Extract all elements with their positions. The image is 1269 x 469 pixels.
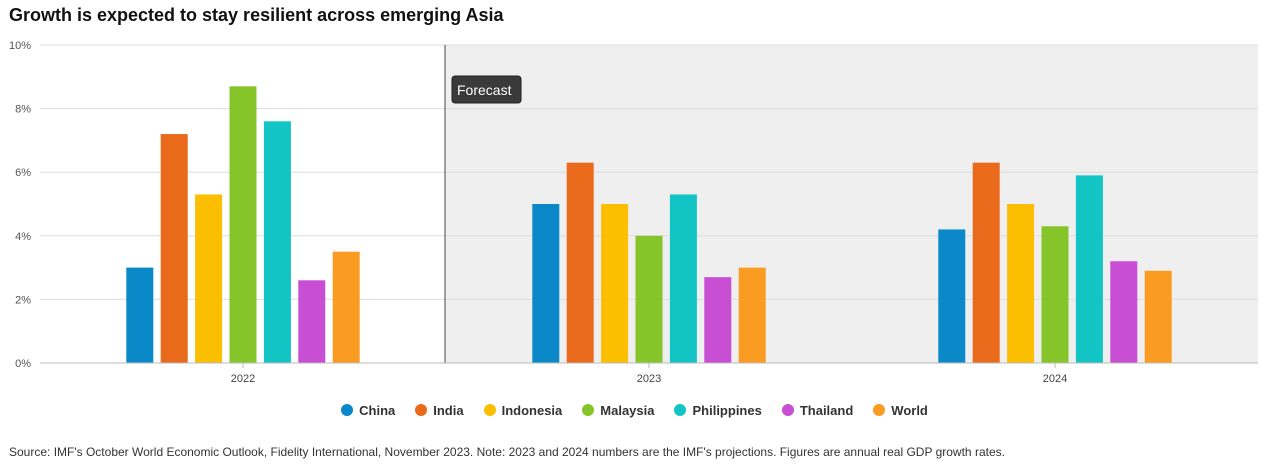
- bar-malaysia-2024[interactable]: [1041, 226, 1069, 363]
- chart-title: Growth is expected to stay resilient acr…: [9, 5, 504, 25]
- legend-item-india[interactable]: India: [415, 403, 464, 418]
- legend-label: Malaysia: [600, 403, 655, 418]
- bar-malaysia-2022[interactable]: [229, 86, 257, 363]
- y-tick-label: 4%: [15, 231, 31, 243]
- legend-swatch: [415, 404, 428, 416]
- legend-swatch: [483, 404, 496, 416]
- x-tick-label: 2024: [1043, 373, 1067, 385]
- legend-label: India: [433, 403, 464, 418]
- x-axis: 2022 2023 2024: [231, 363, 1067, 385]
- legend-item-thailand[interactable]: Thailand: [781, 403, 854, 418]
- y-tick-label: 0%: [15, 358, 31, 370]
- bar-china-2023[interactable]: [532, 204, 560, 363]
- legend-swatch: [781, 404, 794, 416]
- bar-india-2024[interactable]: [972, 162, 1000, 363]
- y-tick-label: 2%: [15, 294, 31, 306]
- bar-thailand-2022[interactable]: [298, 280, 326, 363]
- bar-indonesia-2022[interactable]: [195, 194, 223, 363]
- legend-swatch: [582, 404, 595, 416]
- bar-philippines-2024[interactable]: [1075, 175, 1103, 363]
- legend-item-china[interactable]: China: [341, 403, 395, 418]
- x-tick-label: 2022: [231, 373, 255, 385]
- bar-indonesia-2024[interactable]: [1007, 204, 1035, 363]
- forecast-badge: Forecast: [451, 75, 522, 104]
- legend-label: China: [359, 403, 396, 418]
- forecast-label: Forecast: [457, 82, 512, 98]
- bar-china-2022[interactable]: [126, 267, 154, 363]
- legend-label: Philippines: [692, 403, 762, 418]
- legend-item-philippines[interactable]: Philippines: [674, 403, 762, 418]
- legend-label: Thailand: [799, 403, 854, 418]
- legend-swatch: [341, 404, 354, 416]
- bar-world-2024[interactable]: [1144, 270, 1172, 363]
- bar-world-2022[interactable]: [332, 251, 360, 363]
- bar-philippines-2022[interactable]: [263, 121, 291, 363]
- bar-india-2023[interactable]: [566, 162, 594, 363]
- bar-philippines-2023[interactable]: [669, 194, 697, 363]
- bar-chart: Forecast 0% 2% 4% 6% 8% 10% 2022 2023 2024: [9, 40, 1258, 385]
- y-tick-label: 10%: [9, 40, 31, 52]
- x-tick-label: 2023: [637, 373, 661, 385]
- legend: China India Indonesia Malaysia Philippines Th…: [0, 403, 1269, 418]
- bars: [126, 86, 1172, 363]
- legend-swatch: [873, 404, 886, 416]
- bar-malaysia-2023[interactable]: [635, 235, 663, 363]
- legend-item-malaysia[interactable]: Malaysia: [582, 403, 654, 418]
- legend-label: Indonesia: [501, 403, 563, 418]
- y-axis: 0% 2% 4% 6% 8% 10%: [9, 40, 31, 370]
- legend-item-indonesia[interactable]: Indonesia: [483, 403, 563, 418]
- bar-china-2024[interactable]: [938, 229, 966, 363]
- bar-india-2022[interactable]: [160, 134, 188, 363]
- y-tick-label: 6%: [15, 167, 31, 179]
- legend-item-world[interactable]: World: [873, 403, 928, 418]
- bar-thailand-2023[interactable]: [704, 277, 732, 363]
- bar-indonesia-2023[interactable]: [601, 204, 629, 363]
- bar-thailand-2024[interactable]: [1110, 261, 1138, 363]
- legend-swatch: [674, 404, 687, 416]
- y-tick-label: 8%: [15, 104, 31, 116]
- legend-label: World: [891, 403, 928, 418]
- source-note: Source: IMF's October World Economic Out…: [9, 445, 1005, 459]
- bar-world-2023[interactable]: [738, 267, 766, 363]
